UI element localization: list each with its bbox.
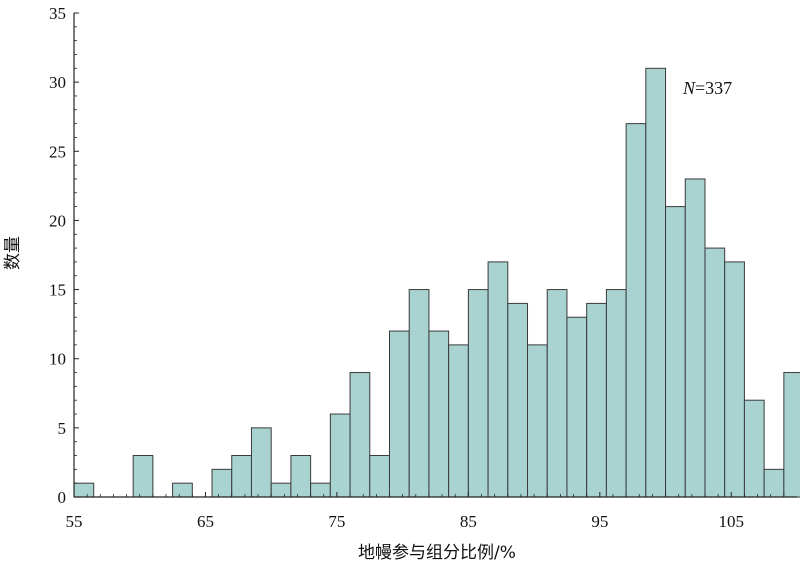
histogram-bar (467, 289, 489, 498)
histogram-bar (270, 482, 292, 498)
histogram-bar (704, 247, 726, 498)
x-tick-label: 65 (197, 512, 214, 531)
histogram-bar (211, 468, 233, 498)
histogram-bar (408, 289, 430, 498)
histogram-bar (172, 482, 193, 498)
histogram-bar (310, 482, 331, 498)
histogram-bar (566, 316, 588, 498)
y-tick-label: 10 (49, 350, 66, 369)
histogram-bar (349, 372, 371, 498)
ticks-group: 0 5 10 15 20 25 30 35 55 65 75 85 95 105 (49, 4, 785, 531)
histogram-bar (645, 67, 667, 498)
y-tick-label: 0 (58, 488, 67, 507)
histogram-bar (527, 344, 548, 498)
x-tick-label: 85 (460, 512, 477, 531)
histogram-bar (369, 455, 390, 498)
x-tick-label: 55 (66, 512, 83, 531)
histogram-bar (73, 482, 95, 498)
histogram-bar (250, 427, 272, 498)
histogram-bar (605, 289, 627, 498)
histogram-bar (329, 413, 351, 498)
histogram-bar (665, 206, 686, 498)
y-axis-label: 数量 (3, 236, 23, 270)
histogram-bar (783, 372, 800, 498)
y-tick-label: 25 (49, 142, 66, 161)
histogram-bar (507, 302, 529, 498)
histogram-bar (428, 330, 450, 498)
axes-group (73, 13, 797, 498)
histogram-bar (684, 178, 706, 498)
histogram-bar (743, 399, 765, 498)
histogram-bar (625, 123, 647, 498)
bars-group (73, 67, 800, 498)
histogram-bar (231, 455, 252, 498)
x-tick-label: 105 (719, 512, 745, 531)
y-tick-label: 15 (49, 281, 66, 300)
sample-size-value: =337 (695, 78, 732, 98)
y-tick-label: 35 (49, 4, 66, 23)
histogram-bar (388, 330, 410, 498)
histogram-bar (586, 302, 607, 498)
histogram-bar (763, 468, 785, 498)
histogram-bar (290, 455, 312, 498)
histogram-bar (487, 261, 509, 498)
x-tick-label: 95 (591, 512, 608, 531)
histogram-bar (546, 289, 568, 498)
histogram-bar (724, 261, 745, 498)
x-axis-label: 地幔参与组分比例/% (358, 543, 516, 563)
histogram-bar (448, 344, 469, 498)
x-tick-label: 75 (328, 512, 345, 531)
y-tick-label: 30 (49, 73, 66, 92)
sample-size-annotation: N=337 (682, 78, 732, 98)
sample-size-symbol: N (682, 78, 696, 98)
y-tick-label: 20 (49, 211, 66, 230)
y-tick-label: 5 (58, 419, 67, 438)
histogram-bar (132, 455, 154, 498)
